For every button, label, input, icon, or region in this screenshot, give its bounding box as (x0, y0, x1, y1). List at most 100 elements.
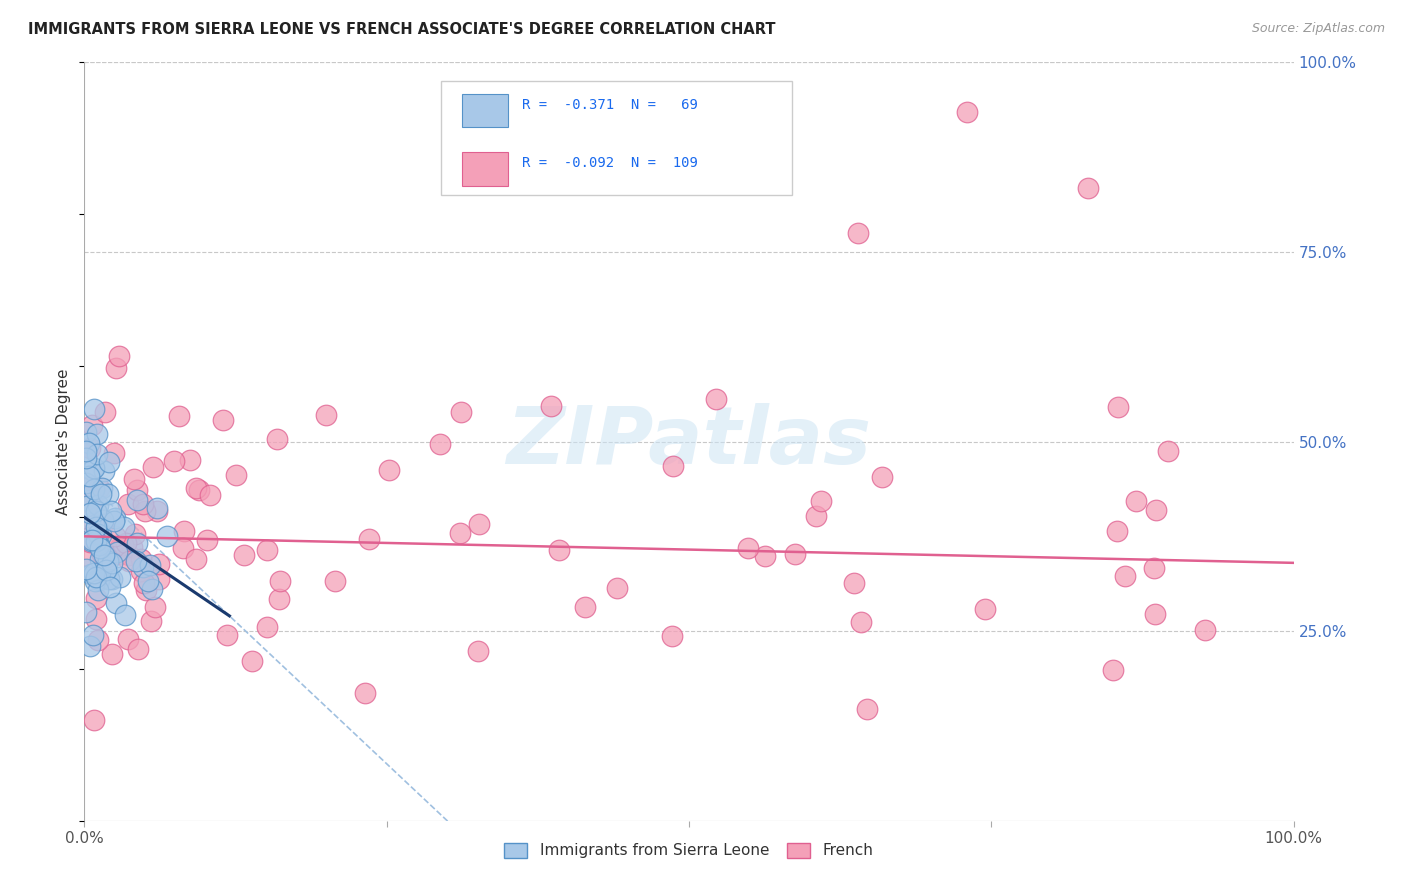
Point (97, 487, 120, 501)
Point (75, 450, 97, 465)
Point (870, 470, 893, 484)
Point (79, 549, 101, 564)
Point (103, 514, 125, 528)
Point (548, 543, 571, 558)
Point (184, 552, 207, 566)
Point (956, 104, 979, 119)
Point (101, 556, 124, 570)
Point (146, 504, 169, 518)
Point (97, 554, 120, 568)
Point (1114, 569, 1136, 583)
Point (167, 409, 190, 424)
Point (145, 599, 167, 614)
Point (87, 583, 110, 598)
Text: Source: ZipAtlas.com: Source: ZipAtlas.com (1251, 22, 1385, 36)
Point (80, 463, 103, 477)
Point (79, 530, 101, 544)
Point (125, 536, 148, 550)
Point (82, 493, 104, 508)
Point (124, 526, 146, 541)
Point (131, 560, 153, 574)
Point (75, 443, 97, 458)
Point (79, 535, 101, 549)
Point (172, 541, 194, 556)
Point (84, 612, 107, 626)
Point (79, 639, 101, 653)
Point (84, 591, 107, 605)
Point (75, 562, 97, 576)
Point (112, 519, 135, 533)
Point (1156, 443, 1178, 458)
Point (75, 476, 97, 491)
Point (87, 538, 110, 552)
Text: ZIPatlas: ZIPatlas (506, 402, 872, 481)
Point (195, 533, 218, 548)
Point (127, 642, 149, 657)
Point (1144, 607, 1167, 621)
Point (540, 400, 562, 414)
Point (1125, 494, 1147, 508)
Point (846, 226, 869, 240)
Point (810, 494, 832, 508)
Point (84, 504, 107, 518)
Point (737, 541, 759, 555)
Point (704, 392, 727, 406)
Point (89, 571, 111, 585)
Point (188, 483, 211, 497)
Point (76, 499, 98, 513)
Point (315, 408, 337, 422)
Point (141, 582, 163, 596)
Point (79, 506, 101, 520)
Point (842, 576, 865, 591)
Point (141, 614, 163, 628)
Point (849, 615, 872, 629)
Point (87, 632, 110, 647)
Bar (461, 153, 508, 186)
Point (806, 508, 828, 523)
Point (163, 454, 186, 468)
Point (142, 460, 165, 475)
Point (98, 580, 121, 594)
Point (125, 493, 148, 508)
Point (98, 572, 121, 586)
Point (131, 497, 153, 511)
Point (103, 446, 125, 460)
Point (240, 654, 263, 668)
Point (105, 544, 128, 558)
Point (1101, 663, 1123, 677)
Point (124, 472, 146, 486)
Point (105, 596, 128, 610)
FancyBboxPatch shape (441, 81, 792, 195)
Point (83, 461, 105, 475)
Point (80, 567, 103, 582)
Point (83, 566, 105, 580)
Point (89, 482, 111, 496)
Point (91, 513, 114, 527)
Point (138, 558, 160, 572)
Point (354, 686, 377, 700)
Point (125, 483, 148, 498)
Point (90, 487, 112, 501)
Point (468, 516, 491, 531)
Point (86, 534, 108, 549)
Point (267, 592, 290, 607)
Point (148, 572, 170, 586)
Point (856, 701, 879, 715)
Point (101, 572, 124, 586)
Point (96, 549, 118, 564)
Point (785, 547, 807, 561)
Point (131, 551, 153, 566)
Point (156, 529, 179, 543)
Point (108, 547, 131, 561)
Point (1146, 503, 1168, 517)
Point (148, 557, 170, 571)
Point (87, 499, 110, 513)
Point (84, 520, 107, 534)
Point (80, 534, 103, 549)
Point (574, 599, 596, 614)
Point (83, 483, 105, 497)
Point (661, 628, 683, 642)
Point (100, 504, 122, 518)
Point (1077, 180, 1099, 194)
Text: IMMIGRANTS FROM SIERRA LEONE VS FRENCH ASSOCIATE'S DEGREE CORRELATION CHART: IMMIGRANTS FROM SIERRA LEONE VS FRENCH A… (28, 22, 776, 37)
